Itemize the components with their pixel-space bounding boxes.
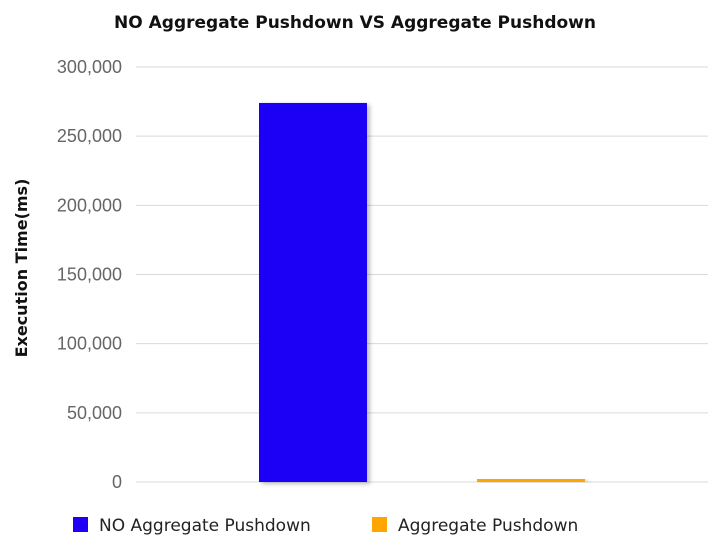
y-axis-ticks: 0 50,000 100,000 150,000 200,000 250,000 300,0…: [57, 57, 122, 492]
legend-label-no-aggregate-pushdown: NO Aggregate Pushdown: [99, 516, 311, 536]
legend-swatch-aggregate-pushdown: [372, 517, 387, 532]
y-tick-label: 250,000: [57, 126, 122, 146]
y-tick-label: 200,000: [57, 195, 122, 215]
legend-label-aggregate-pushdown: Aggregate Pushdown: [398, 516, 578, 536]
chart-title: NO Aggregate Pushdown VS Aggregate Pushd…: [114, 13, 596, 33]
legend: NO Aggregate Pushdown Aggregate Pushdown: [73, 516, 578, 536]
y-axis-title: Execution Time(ms): [12, 179, 31, 358]
bar-aggregate-pushdown: [477, 479, 585, 482]
bar-no-aggregate-pushdown: [259, 102, 367, 482]
y-tick-label: 50,000: [67, 403, 122, 423]
bars: [259, 102, 585, 482]
gridlines: [136, 66, 708, 483]
y-tick-label: 150,000: [57, 265, 122, 285]
y-tick-label: 300,000: [57, 57, 122, 77]
y-tick-label: 0: [112, 472, 122, 492]
y-tick-label: 100,000: [57, 334, 122, 354]
legend-swatch-no-aggregate-pushdown: [73, 517, 88, 532]
